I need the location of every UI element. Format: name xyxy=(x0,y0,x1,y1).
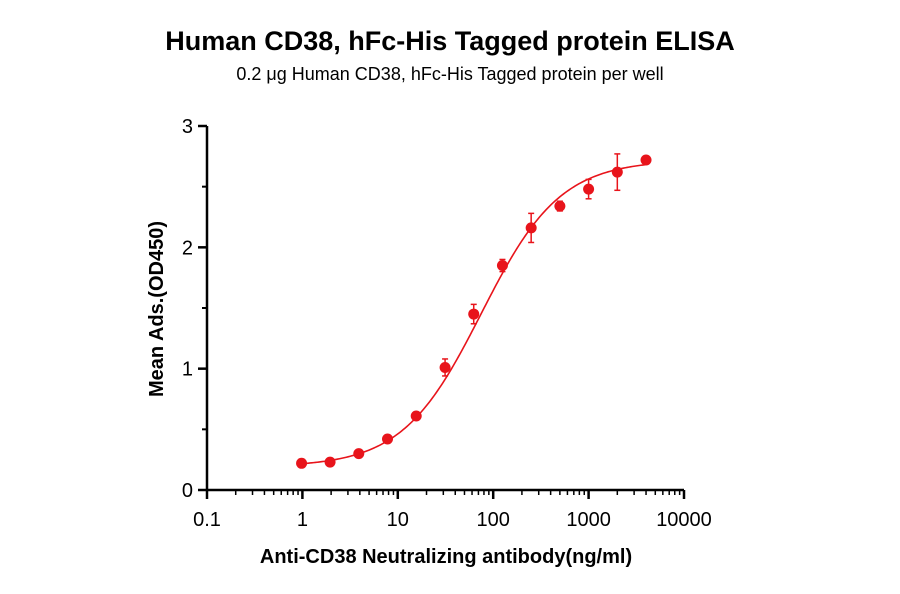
x-tick-label: 10 xyxy=(387,509,409,531)
data-point xyxy=(525,222,537,234)
x-axis-label: Anti-CD38 Neutralizing antibody(ng/ml) xyxy=(260,546,632,568)
axes: 0 1 2 3 0.1 1 10 100 1000 10000 xyxy=(182,116,712,531)
chart-subtitle: 0.2 μg Human CD38, hFc-His Tagged protei… xyxy=(236,64,664,84)
data-point xyxy=(410,410,422,422)
y-tick-label: 1 xyxy=(182,359,193,381)
data-point xyxy=(611,166,623,178)
data-point xyxy=(468,308,480,320)
data-point xyxy=(324,456,336,468)
data-points-layer xyxy=(296,153,652,469)
data-point xyxy=(382,433,394,445)
data-point xyxy=(296,457,308,469)
data-point xyxy=(554,200,566,212)
y-tick-label: 3 xyxy=(182,116,193,138)
y-tick-label: 2 xyxy=(182,237,193,259)
data-point xyxy=(640,154,652,166)
y-tick-label: 0 xyxy=(182,480,193,502)
chart-title: Human CD38, hFc-His Tagged protein ELISA xyxy=(165,26,735,56)
data-point xyxy=(583,183,595,195)
x-tick-label: 1000 xyxy=(566,509,611,531)
data-point xyxy=(496,260,508,272)
x-tick-label: 10000 xyxy=(656,509,712,531)
data-point xyxy=(353,448,365,460)
x-tick-label: 1 xyxy=(297,509,308,531)
y-axis-label: Mean Ads.(OD450) xyxy=(146,221,168,397)
x-tick-label: 100 xyxy=(477,509,510,531)
x-tick-label: 0.1 xyxy=(193,509,221,531)
data-point xyxy=(439,361,451,373)
